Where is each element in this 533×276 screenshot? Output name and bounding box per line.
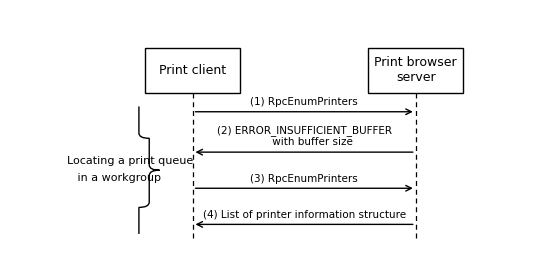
Bar (145, 48, 240, 93)
Bar (368, 48, 463, 93)
Text: (2) ERROR_INSUFFICIENT_BUFFER
     with buffer size: (2) ERROR_INSUFFICIENT_BUFFER with buffe… (216, 125, 392, 147)
Text: (4) List of printer information structure: (4) List of printer information structur… (203, 210, 406, 220)
Text: Print client: Print client (159, 64, 226, 77)
Text: (3) RpcEnumPrinters: (3) RpcEnumPrinters (251, 174, 358, 184)
Text: Locating a print queue: Locating a print queue (68, 156, 193, 166)
Text: (1) RpcEnumPrinters: (1) RpcEnumPrinters (251, 97, 358, 107)
Text: Print browser
server: Print browser server (374, 56, 457, 84)
Text: in a workgroup: in a workgroup (68, 172, 161, 183)
